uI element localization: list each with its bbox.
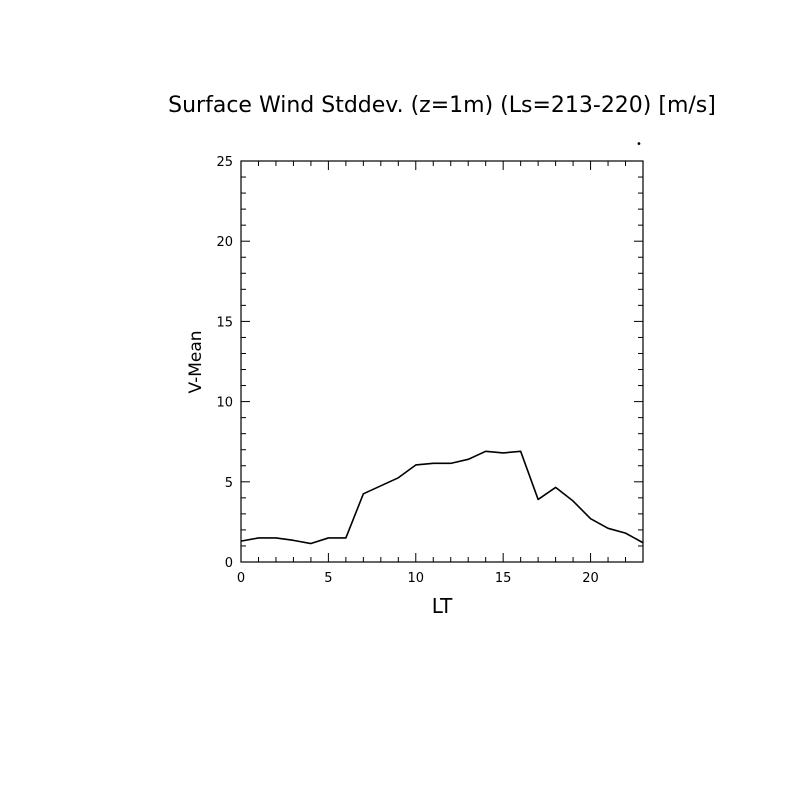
x-tick-label: 15 [495, 571, 512, 586]
y-tick-label: 20 [216, 235, 233, 250]
x-tick-label: 20 [582, 571, 599, 586]
plot-area: 0 5 10 15 20 0 5 10 15 20 25 [216, 155, 644, 586]
y-tick-label: 0 [225, 556, 233, 571]
y-tick-label: 25 [216, 155, 233, 170]
x-tick-label: 5 [324, 571, 332, 586]
x-axis-label: LT [432, 594, 453, 618]
y-tick-label: 15 [216, 315, 233, 330]
chart-title: Surface Wind Stddev. (z=1m) (Ls=213-220)… [168, 93, 716, 118]
series-line [240, 450, 644, 545]
y-axis-label: V-Mean [186, 330, 206, 393]
corner-marker: • [636, 139, 642, 150]
plot-frame [240, 160, 644, 563]
y-tick-label: 5 [225, 476, 233, 491]
x-tick-label: 0 [237, 571, 245, 586]
x-tick-label: 10 [408, 571, 425, 586]
y-tick-label: 10 [216, 396, 233, 411]
